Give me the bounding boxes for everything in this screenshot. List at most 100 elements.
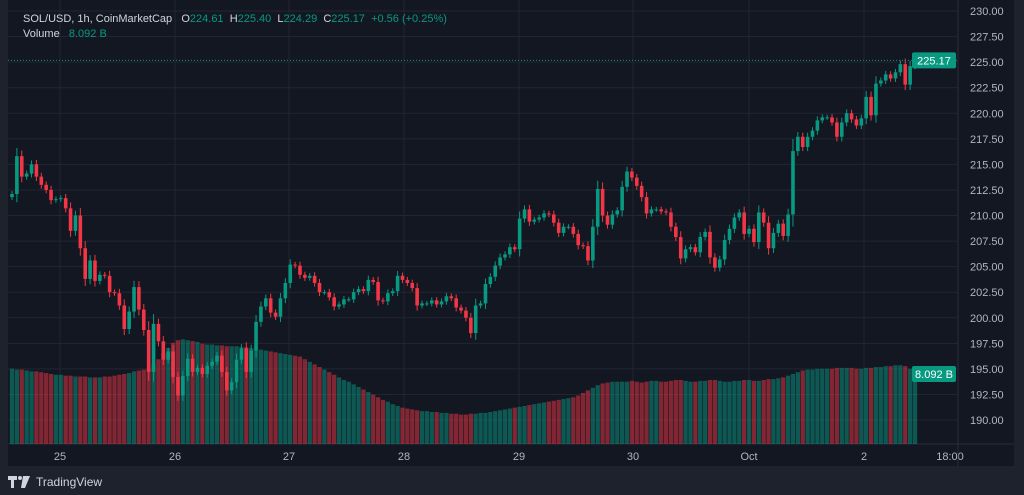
volume-bar [654, 380, 659, 444]
volume-bar [151, 364, 156, 444]
candle-body [532, 219, 537, 222]
volume-bar [844, 367, 849, 444]
volume-bar [141, 369, 146, 444]
candle-body [800, 136, 805, 147]
candle-body [537, 217, 541, 220]
candle-body [410, 282, 415, 289]
volume-bar [493, 411, 498, 444]
candle-body [683, 249, 688, 259]
candle-body [88, 260, 92, 279]
volume-bar [92, 377, 98, 444]
last-price-label: 225.17 [917, 55, 951, 67]
candle-body [346, 299, 351, 301]
last-price-badge [912, 52, 956, 69]
candle-body [888, 74, 893, 79]
low-label: L [277, 13, 284, 25]
volume-bar [9, 368, 15, 444]
volume-bar [234, 346, 239, 444]
candle-body [322, 292, 327, 294]
volume-bar [903, 366, 908, 444]
volume-bar [244, 347, 249, 444]
volume-bar [566, 398, 571, 444]
volume-bar [702, 380, 708, 444]
volume-row: Volume 8.092 B [23, 27, 447, 42]
volume-bar [580, 392, 586, 444]
candle-body [883, 74, 888, 81]
volume-bar [97, 377, 102, 444]
candle-body [791, 151, 795, 215]
volume-bar [488, 411, 493, 444]
volume-bar [239, 347, 244, 444]
candle-body [73, 215, 78, 231]
candle-body [78, 215, 83, 249]
candle-body [874, 83, 878, 116]
candle-body [781, 223, 786, 236]
candle-body [415, 288, 419, 306]
tradingview-logo-icon[interactable] [8, 476, 30, 488]
price-tick-label: 197.50 [970, 338, 1004, 350]
candle-body [234, 359, 239, 383]
high-label: H [229, 13, 238, 25]
volume-bar [800, 370, 805, 444]
candle-body [859, 118, 864, 126]
last-volume-badge [912, 366, 956, 383]
volume-bar [878, 367, 883, 444]
volume-bar [122, 373, 127, 444]
volume-bar [146, 368, 151, 444]
volume-bar [253, 348, 259, 444]
candle-body [54, 199, 58, 201]
volume-bar [14, 369, 20, 444]
volume-bar [873, 367, 879, 444]
candle-body [83, 248, 88, 279]
volume-bar [717, 380, 722, 444]
candle-body [298, 265, 302, 275]
price-tick-label: 207.50 [970, 236, 1004, 248]
volume-bar [561, 399, 566, 444]
volume-bar [273, 352, 278, 444]
volume-bar [317, 367, 322, 444]
candle-body [674, 226, 678, 237]
volume-bar [112, 375, 117, 444]
tradingview-brand[interactable]: TradingView [36, 475, 103, 489]
volume-bar [673, 379, 678, 444]
candle-body [634, 177, 639, 186]
volume-bar [737, 380, 742, 444]
price-tick-label: 225.00 [970, 57, 1004, 69]
volume-bar [859, 368, 864, 444]
open-label: O [181, 13, 190, 25]
volume-bar [898, 365, 903, 444]
volume-bar [683, 380, 688, 444]
candle-body [195, 367, 200, 372]
volume-bar [419, 411, 425, 444]
candle-body [605, 215, 610, 225]
candle-body [439, 301, 444, 305]
candle-body [19, 156, 24, 177]
volume-bar [849, 367, 854, 444]
volume-bar [820, 368, 825, 444]
volume-bar [458, 414, 464, 444]
volume-bar [829, 368, 835, 444]
price-tick-label: 192.50 [970, 389, 1004, 401]
candlestick-chart[interactable]: 230.00 227.50 225.00 222.50 220.00 217.50 215.… [8, 0, 1014, 466]
candle-body [561, 226, 566, 233]
candle-body [644, 197, 649, 214]
candle-body [273, 312, 278, 317]
volume-label: Volume [23, 28, 60, 40]
candle-body [664, 211, 668, 213]
time-tick-label: 27 [283, 451, 295, 463]
chart-pane[interactable]: 230.00 227.50 225.00 222.50 220.00 217.50 215.… [8, 0, 1014, 466]
candle-body [620, 186, 624, 211]
price-tick-label: 227.50 [970, 32, 1004, 44]
candle-body [332, 297, 336, 307]
volume-bar [576, 395, 581, 444]
candle-body [34, 164, 39, 177]
symbol-label[interactable]: SOL/USD, 1h, CoinMarketCap [23, 13, 173, 25]
candle-body [127, 311, 131, 329]
volume-bar [78, 376, 83, 444]
candle-body [337, 304, 341, 307]
candle-body [600, 188, 605, 216]
candle-body [176, 377, 180, 396]
price-tick-label: 210.00 [970, 211, 1004, 223]
volume-bar [537, 403, 542, 444]
candle-body [566, 226, 571, 228]
